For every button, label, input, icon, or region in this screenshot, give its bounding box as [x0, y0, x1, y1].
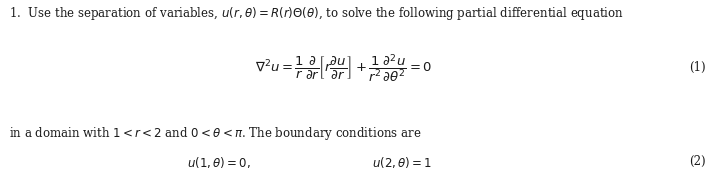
Text: $u(1,\theta) = 0,$: $u(1,\theta) = 0,$: [187, 155, 251, 170]
Text: (2): (2): [689, 155, 705, 168]
Text: $u(2,\theta) = 1$: $u(2,\theta) = 1$: [372, 155, 432, 170]
Text: 1.  Use the separation of variables, $u(r,\theta) = R(r)\Theta(\theta)$, to solv: 1. Use the separation of variables, $u(r…: [9, 5, 624, 22]
Text: (1): (1): [689, 61, 705, 74]
Text: in a domain with $1 < r < 2$ and $0 < \theta < \pi$. The boundary conditions are: in a domain with $1 < r < 2$ and $0 < \t…: [9, 125, 421, 142]
Text: $\nabla^2 u = \dfrac{1}{r}\dfrac{\partial}{\partial r}\left[r\dfrac{\partial u}{: $\nabla^2 u = \dfrac{1}{r}\dfrac{\partia…: [255, 52, 432, 84]
